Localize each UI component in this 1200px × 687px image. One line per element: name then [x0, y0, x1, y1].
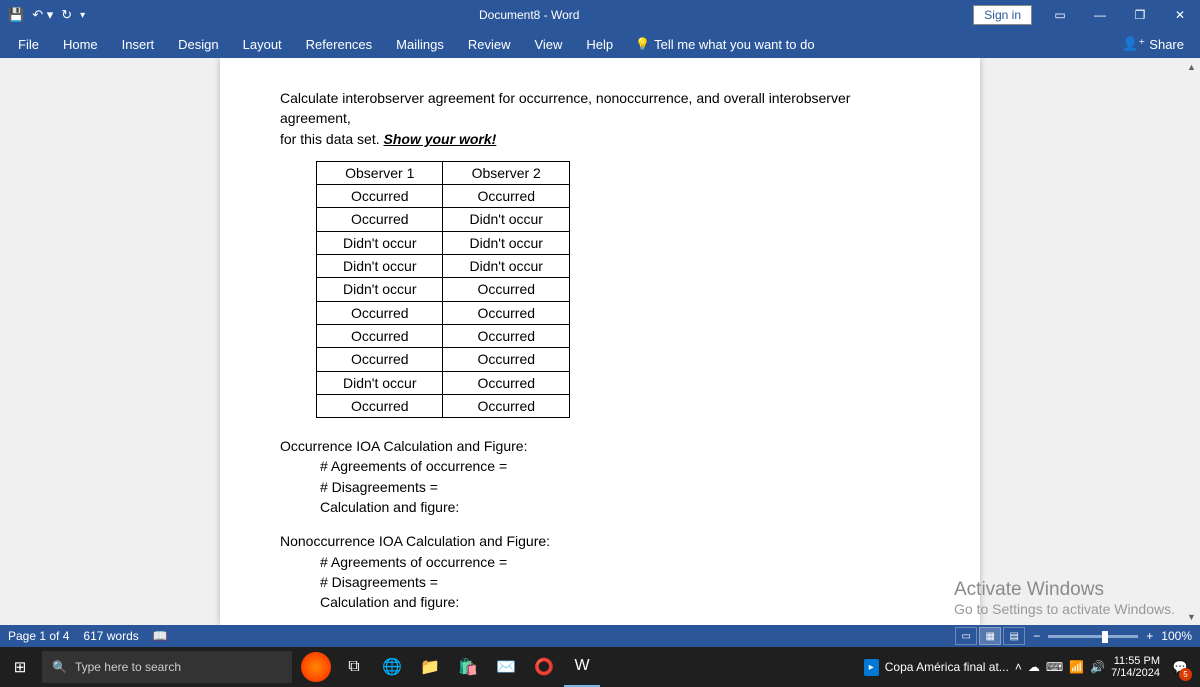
close-icon[interactable]: ✕: [1160, 0, 1200, 30]
scroll-down-icon[interactable]: ▼: [1183, 608, 1200, 625]
explorer-icon[interactable]: 📁: [412, 647, 448, 687]
word-icon[interactable]: W: [564, 647, 600, 687]
table-cell: Occurred: [443, 278, 569, 301]
print-layout-icon[interactable]: ▦: [979, 627, 1001, 645]
table-cell: Occurred: [443, 394, 569, 417]
table-cell: Occurred: [317, 348, 443, 371]
table-cell: Occurred: [317, 208, 443, 231]
wifi-icon[interactable]: 📶: [1069, 660, 1084, 674]
word-count[interactable]: 617 words: [83, 629, 138, 643]
zoom-in-icon[interactable]: +: [1146, 629, 1153, 643]
save-icon[interactable]: 💾: [8, 7, 24, 23]
news-text[interactable]: Copa América final at...: [885, 660, 1009, 674]
table-cell: Occurred: [317, 185, 443, 208]
table-cell: Occurred: [317, 394, 443, 417]
status-bar: Page 1 of 4 617 words 📖 ▭ ▦ ▤ − + 100%: [0, 625, 1200, 647]
table-header: Observer 1: [317, 161, 443, 184]
ribbon-tabs: FileHomeInsertDesignLayoutReferencesMail…: [0, 30, 1200, 58]
search-icon: 🔍: [52, 660, 67, 674]
table-cell: Didn't occur: [443, 255, 569, 278]
tab-layout[interactable]: Layout: [231, 32, 294, 57]
clock[interactable]: 11:55 PM 7/14/2024: [1111, 655, 1160, 679]
mail-icon[interactable]: ✉️: [488, 647, 524, 687]
windows-taskbar: ⊞ 🔍 Type here to search ⧉ 🌐 📁 🛍️ ✉️ ⭕ W …: [0, 647, 1200, 687]
table-cell: Occurred: [443, 185, 569, 208]
undo-icon[interactable]: ↶ ▾: [32, 7, 53, 23]
store-icon[interactable]: 🛍️: [450, 647, 486, 687]
zoom-out-icon[interactable]: −: [1033, 629, 1040, 643]
onedrive-icon[interactable]: ☁: [1028, 660, 1040, 674]
tab-references[interactable]: References: [294, 32, 384, 57]
read-mode-icon[interactable]: ▭: [955, 627, 977, 645]
tray-chevron-icon[interactable]: ˄: [1015, 660, 1022, 674]
zoom-level[interactable]: 100%: [1161, 629, 1192, 643]
document-title: Document8 - Word: [85, 8, 973, 22]
table-cell: Occurred: [317, 301, 443, 324]
page-indicator[interactable]: Page 1 of 4: [8, 629, 69, 643]
table-cell: Occurred: [443, 301, 569, 324]
start-button[interactable]: ⊞: [0, 647, 40, 687]
table-header: Observer 2: [443, 161, 569, 184]
web-layout-icon[interactable]: ▤: [1003, 627, 1025, 645]
chrome-icon[interactable]: ⭕: [526, 647, 562, 687]
minimize-icon[interactable]: —: [1080, 0, 1120, 30]
signin-button[interactable]: Sign in: [973, 5, 1032, 25]
tell-me-search[interactable]: 💡 Tell me what you want to do: [625, 32, 824, 57]
tab-review[interactable]: Review: [456, 32, 523, 57]
share-button[interactable]: 👤⁺ Share: [1112, 31, 1194, 57]
tab-help[interactable]: Help: [574, 32, 625, 57]
maximize-icon[interactable]: ❐: [1120, 0, 1160, 30]
tell-me-label: Tell me what you want to do: [654, 37, 814, 52]
table-cell: Occurred: [443, 371, 569, 394]
document-page[interactable]: Calculate interobserver agreement for oc…: [220, 58, 980, 625]
observer-table: Observer 1Observer 2OccurredOccurredOccu…: [316, 161, 570, 418]
volume-icon[interactable]: 🔊: [1090, 660, 1105, 674]
tab-view[interactable]: View: [522, 32, 574, 57]
table-cell: Occurred: [317, 324, 443, 347]
bulb-icon: 💡: [635, 37, 650, 51]
tab-file[interactable]: File: [6, 32, 51, 57]
task-view-icon[interactable]: ⧉: [336, 647, 372, 687]
table-cell: Occurred: [443, 348, 569, 371]
tab-mailings[interactable]: Mailings: [384, 32, 456, 57]
spellcheck-icon[interactable]: 📖: [153, 629, 168, 643]
share-label: Share: [1149, 37, 1184, 52]
instruction-text: Calculate interobserver agreement for oc…: [280, 88, 920, 149]
ribbon-display-icon[interactable]: ▭: [1040, 0, 1080, 30]
calculation-section: Occurrence IOA Calculation and Figure:# …: [280, 436, 920, 517]
title-bar: 💾 ↶ ▾ ↻ ▾ Document8 - Word Sign in ▭ — ❐…: [0, 0, 1200, 30]
taskbar-search[interactable]: 🔍 Type here to search: [42, 651, 292, 683]
redo-icon[interactable]: ↻: [61, 7, 72, 23]
tab-insert[interactable]: Insert: [110, 32, 167, 57]
keyboard-icon[interactable]: ⌨: [1046, 660, 1063, 674]
search-placeholder: Type here to search: [75, 660, 181, 674]
table-cell: Didn't occur: [317, 255, 443, 278]
activate-windows-watermark: Activate Windows Go to Settings to activ…: [954, 579, 1175, 617]
edge-icon[interactable]: 🌐: [374, 647, 410, 687]
scroll-up-icon[interactable]: ▲: [1183, 58, 1200, 75]
vertical-scrollbar[interactable]: ▲ ▼: [1183, 58, 1200, 625]
news-icon[interactable]: ▸: [864, 659, 879, 676]
table-cell: Didn't occur: [317, 231, 443, 254]
zoom-slider[interactable]: [1048, 635, 1138, 638]
table-cell: Didn't occur: [443, 231, 569, 254]
calculation-section: Nonoccurrence IOA Calculation and Figure…: [280, 531, 920, 612]
tab-home[interactable]: Home: [51, 32, 110, 57]
tab-design[interactable]: Design: [166, 32, 230, 57]
table-cell: Didn't occur: [317, 371, 443, 394]
notifications-icon[interactable]: 💬5: [1166, 647, 1194, 687]
table-cell: Didn't occur: [317, 278, 443, 301]
share-icon: 👤⁺: [1122, 36, 1145, 52]
cortana-icon[interactable]: [298, 647, 334, 687]
table-cell: Occurred: [443, 324, 569, 347]
document-workspace: Calculate interobserver agreement for oc…: [0, 58, 1200, 625]
table-cell: Didn't occur: [443, 208, 569, 231]
